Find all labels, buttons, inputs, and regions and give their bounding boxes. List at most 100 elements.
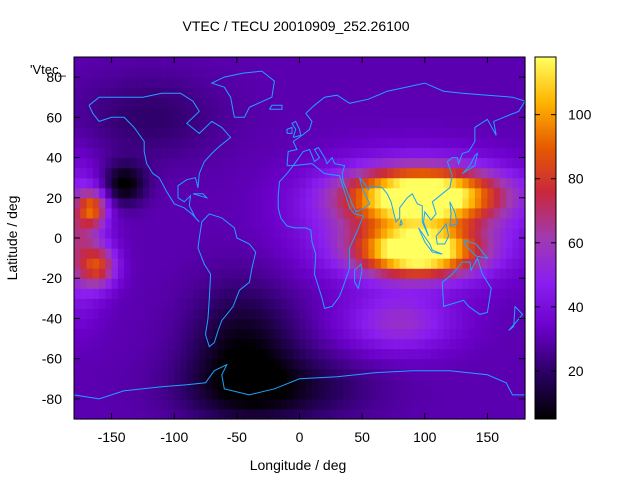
heatmap-cell — [474, 197, 482, 209]
heatmap-cell — [249, 227, 257, 239]
heatmap-cell — [506, 348, 514, 360]
heatmap-cell — [111, 278, 119, 289]
heatmap-cell — [343, 388, 351, 400]
heatmap-cell — [449, 97, 457, 108]
heatmap-cell — [243, 268, 250, 279]
heatmap-cell — [487, 227, 495, 239]
heatmap-cell — [318, 217, 326, 229]
heatmap-cell — [418, 238, 426, 249]
heatmap-cell — [324, 378, 332, 390]
heatmap-cell — [255, 77, 263, 88]
heatmap-cell — [280, 67, 288, 78]
heatmap-cell — [312, 368, 319, 380]
heatmap-cell — [405, 217, 413, 229]
heatmap-cell — [349, 298, 357, 309]
heatmap-cell — [111, 378, 119, 390]
heatmap-cell — [205, 308, 213, 320]
heatmap-cell — [299, 67, 307, 78]
heatmap-cell — [330, 368, 338, 380]
y-axis-label: Latitude / deg — [4, 196, 20, 281]
heatmap-cell — [86, 408, 94, 420]
heatmap-cell — [387, 157, 395, 169]
heatmap-cell — [174, 368, 182, 380]
heatmap-cell — [481, 107, 489, 118]
heatmap-cell — [274, 408, 282, 420]
heatmap-cell — [399, 207, 407, 219]
heatmap-cell — [255, 298, 263, 309]
colorbar-tick-label: 80 — [568, 171, 584, 187]
heatmap-cell — [431, 258, 438, 269]
heatmap-cell — [512, 408, 520, 420]
heatmap-cell — [349, 87, 357, 98]
heatmap-cell — [174, 338, 182, 350]
heatmap-cell — [142, 408, 150, 420]
heatmap-cell — [293, 398, 301, 410]
heatmap-cell — [86, 298, 94, 309]
heatmap-cell — [280, 378, 288, 390]
heatmap-cell — [499, 177, 507, 189]
heatmap-cell — [443, 388, 451, 400]
heatmap-cell — [130, 388, 138, 400]
heatmap-cell — [174, 67, 182, 78]
heatmap-cell — [330, 348, 338, 360]
heatmap-cell — [224, 238, 232, 249]
heatmap-cell — [412, 408, 420, 420]
heatmap-cell — [80, 248, 88, 259]
heatmap-cell — [261, 67, 269, 78]
heatmap-cell — [268, 207, 276, 219]
heatmap-cell — [374, 117, 382, 128]
heatmap-cell — [518, 127, 526, 139]
heatmap-cell — [193, 408, 200, 420]
heatmap-cell — [293, 87, 301, 98]
heatmap-cell — [380, 398, 388, 410]
heatmap-cell — [443, 378, 451, 390]
heatmap-cell — [512, 328, 520, 340]
heatmap-cell — [474, 398, 482, 410]
heatmap-cell — [243, 217, 250, 229]
heatmap-cell — [368, 67, 376, 78]
heatmap-cell — [499, 248, 507, 259]
heatmap-cell — [412, 107, 420, 118]
heatmap-cell — [437, 107, 445, 118]
heatmap-cell — [368, 318, 376, 330]
heatmap-cell — [424, 318, 432, 330]
heatmap-cell — [368, 107, 376, 118]
heatmap-cell — [312, 127, 319, 139]
heatmap-cell — [305, 388, 313, 400]
heatmap-cell — [74, 378, 81, 390]
heatmap-cell — [299, 288, 307, 299]
heatmap-cell — [142, 57, 150, 68]
heatmap-cell — [130, 368, 138, 380]
heatmap-cell — [462, 117, 470, 128]
heatmap-cell — [499, 97, 507, 108]
heatmap-cell — [255, 268, 263, 279]
heatmap-cell — [186, 278, 194, 289]
chart-title: VTEC / TECU 20010909_252.26100 — [182, 18, 409, 34]
heatmap-cell — [412, 318, 420, 330]
heatmap-cell — [211, 227, 219, 239]
heatmap-cell — [393, 248, 401, 259]
heatmap-cell — [474, 177, 482, 189]
heatmap-cell — [443, 298, 451, 309]
heatmap-cell — [105, 278, 113, 289]
heatmap-cell — [261, 238, 269, 249]
heatmap-cell — [324, 77, 332, 88]
heatmap-cell — [418, 258, 426, 269]
heatmap-cell — [387, 177, 395, 189]
heatmap-cell — [174, 308, 182, 320]
heatmap-cell — [387, 77, 395, 88]
heatmap-cell — [149, 117, 157, 128]
heatmap-cell — [512, 137, 520, 149]
heatmap-cell — [343, 107, 351, 118]
heatmap-cell — [199, 137, 207, 149]
heatmap-cell — [105, 197, 113, 209]
heatmap-cell — [236, 348, 244, 360]
heatmap-cell — [387, 308, 395, 320]
coastline — [210, 70, 275, 118]
heatmap-cell — [456, 368, 463, 380]
heatmap-cell — [149, 308, 157, 320]
heatmap-cell — [405, 97, 413, 108]
heatmap-cell — [193, 358, 200, 370]
heatmap-cell — [380, 167, 388, 179]
